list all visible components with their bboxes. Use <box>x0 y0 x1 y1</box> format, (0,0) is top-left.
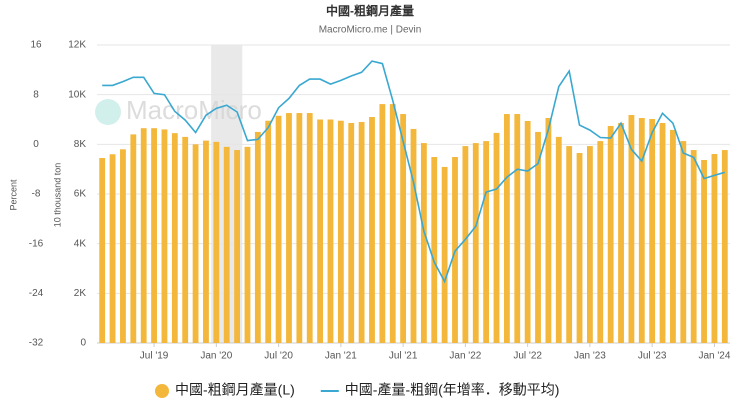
chart-subtitle: MacroMicro.me | Devin <box>319 25 422 36</box>
bar <box>337 120 344 343</box>
x-tick-label: Jan '21 <box>325 351 357 362</box>
y-tick-label: 10K <box>68 89 86 100</box>
bar <box>462 146 469 343</box>
bar <box>379 104 386 343</box>
bar <box>638 118 645 343</box>
bar <box>670 129 676 343</box>
bar <box>182 136 189 343</box>
y-tick-label: 0 <box>80 338 86 349</box>
bar <box>472 143 479 343</box>
bar <box>524 120 531 344</box>
bar <box>120 149 126 343</box>
bar <box>369 117 375 344</box>
x-tick-label: Jul '23 <box>638 351 667 362</box>
y-axis-label: 10 thousand ton <box>52 163 62 228</box>
x-tick-label: Jul '21 <box>389 351 418 362</box>
watermark: MacroMicro <box>126 95 262 125</box>
bar <box>431 156 438 343</box>
bar <box>286 113 292 343</box>
bar <box>140 128 147 343</box>
y-tick-label: 6K <box>74 189 87 200</box>
bar <box>317 119 324 343</box>
bar <box>441 166 448 343</box>
x-tick-label: Jan '20 <box>200 351 232 362</box>
bar <box>234 150 240 343</box>
bar <box>130 134 137 343</box>
x-tick-label: Jan '24 <box>698 351 730 362</box>
x-tick-label: Jul '22 <box>513 351 542 362</box>
bar <box>192 144 199 343</box>
y2-tick-label: -16 <box>29 238 44 249</box>
legend-swatch <box>155 384 169 398</box>
bar <box>223 146 230 343</box>
y2-tick-label: 8 <box>33 89 39 100</box>
bar <box>701 159 707 343</box>
y2-tick-label: -32 <box>29 338 44 349</box>
x-tick-label: Jan '22 <box>449 351 481 362</box>
bar <box>649 119 656 344</box>
bar <box>566 146 573 343</box>
bar <box>618 122 624 343</box>
bar <box>503 114 510 343</box>
legend-label: 中國-產量-粗鋼(年增率．移動平均) <box>345 382 560 398</box>
bar <box>410 128 417 343</box>
bar <box>597 141 604 343</box>
bar <box>400 114 407 343</box>
bar <box>607 125 614 343</box>
bar <box>587 146 593 343</box>
bar <box>244 146 251 343</box>
bar <box>203 140 209 343</box>
y2-tick-label: 16 <box>30 40 42 51</box>
y-tick-label: 8K <box>74 139 87 150</box>
watermark-logo <box>95 99 121 125</box>
chart-title: 中國-粗鋼月產量 <box>326 3 414 18</box>
bar <box>555 136 562 343</box>
bar <box>545 118 552 343</box>
bar <box>327 119 334 343</box>
line <box>102 60 726 284</box>
bar <box>161 129 168 343</box>
bar <box>389 104 396 343</box>
x-tick-label: Jul '19 <box>140 351 169 362</box>
bar <box>483 141 490 343</box>
bar <box>151 128 157 343</box>
y-tick-label: 2K <box>74 288 87 299</box>
y2-tick-label: -8 <box>32 189 41 200</box>
bar <box>680 141 687 343</box>
bar <box>99 157 106 343</box>
y2-tick-label: 0 <box>33 139 39 150</box>
x-tick-label: Jan '23 <box>574 351 606 362</box>
bar <box>213 141 220 343</box>
x-tick-label: Jul '20 <box>264 351 293 362</box>
bar <box>358 121 365 343</box>
y2-axis-label: Percent <box>8 179 18 211</box>
bar <box>628 115 635 343</box>
bar <box>690 150 697 343</box>
bar <box>265 120 272 343</box>
bar <box>576 153 583 343</box>
bar <box>296 113 303 343</box>
bar <box>275 115 282 344</box>
bar <box>493 132 500 343</box>
y-tick-label: 4K <box>74 238 87 249</box>
bar <box>171 133 178 343</box>
y-tick-label: 12K <box>68 40 86 51</box>
bar <box>109 154 116 343</box>
bar <box>535 131 541 343</box>
bar <box>348 122 355 343</box>
legend-label: 中國-粗鋼月產量(L) <box>175 382 295 398</box>
bar <box>711 154 718 343</box>
bar <box>659 122 666 343</box>
bar <box>721 150 728 343</box>
bar <box>514 114 521 343</box>
y2-tick-label: -24 <box>29 288 44 299</box>
bar <box>420 143 427 343</box>
bar <box>254 131 261 343</box>
bar <box>306 113 313 343</box>
